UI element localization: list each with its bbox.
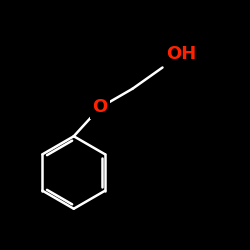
Text: O: O	[92, 98, 108, 116]
Text: OH: OH	[166, 45, 196, 63]
